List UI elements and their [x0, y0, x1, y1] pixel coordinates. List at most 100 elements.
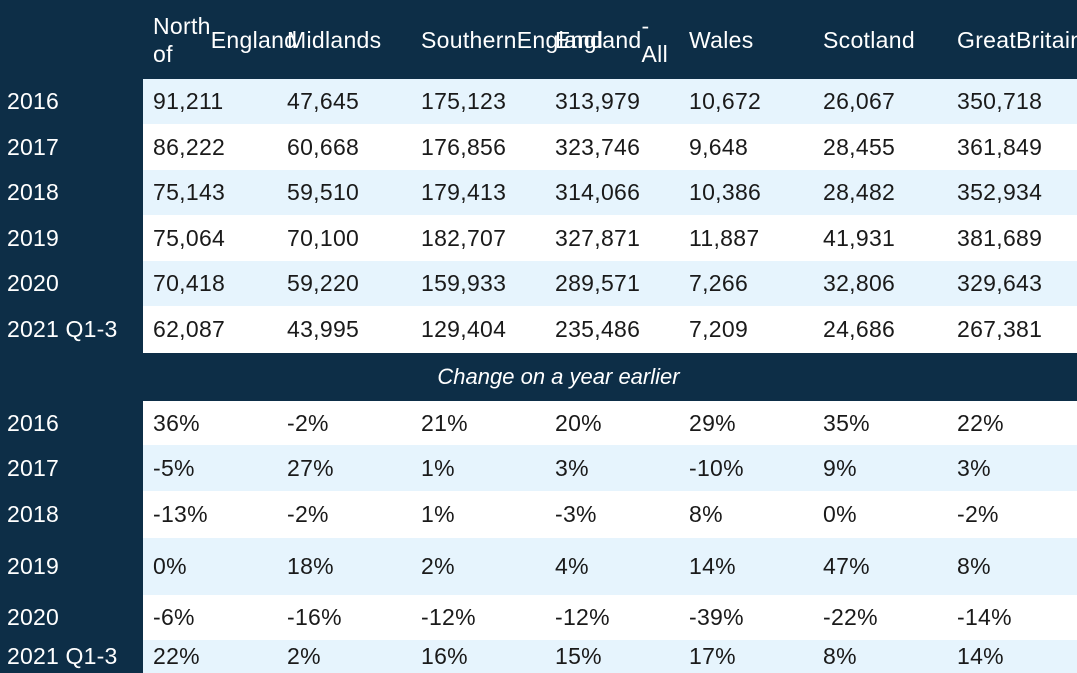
table-cell: 20%: [555, 409, 602, 436]
table-cell: 59,510: [287, 179, 360, 205]
table-cell: 75,143: [153, 179, 226, 205]
table-cell: 235,486: [555, 316, 641, 342]
table-cell: 8%: [689, 501, 723, 527]
table-cell: 27%: [287, 454, 334, 481]
table-cell: 11,887: [689, 224, 760, 251]
table-cell: -12%: [421, 604, 476, 630]
table-cell: 179,413: [421, 179, 507, 205]
table-cell: 41,931: [823, 224, 896, 251]
table-cell: 10,386: [689, 179, 762, 205]
table-cell: 8%: [823, 643, 857, 669]
table-cell: 327,871: [555, 224, 641, 251]
column-header-scotland: Scotland: [823, 26, 915, 53]
table-cell: -2%: [957, 501, 999, 527]
header-corner: [0, 0, 143, 79]
table-cell: 10,672: [689, 88, 762, 114]
column-header-north-of-england: North of England: [153, 12, 298, 67]
table-cell: 175,123: [421, 88, 507, 114]
table-cell: -2%: [287, 501, 329, 527]
table-cell: -10%: [689, 454, 744, 481]
table-cell: 22%: [153, 643, 200, 669]
table-cell: 28,482: [823, 179, 896, 205]
table-cell: 29%: [689, 409, 736, 436]
table-cell: -22%: [823, 604, 878, 630]
table-cell: 86,222: [153, 133, 226, 160]
table-cell: 91,211: [153, 88, 224, 114]
table-cell: 14%: [689, 553, 736, 579]
table-cell: 9%: [823, 454, 857, 481]
table-cell: -13%: [153, 501, 208, 527]
row-label: 2021 Q1-3: [0, 640, 143, 673]
table-cell: 1%: [421, 501, 455, 527]
table-cell: 43,995: [287, 316, 360, 342]
table-row: 2019 75,064 70,100 182,707 327,871 11,88…: [0, 215, 1077, 261]
table-cell: 32,806: [823, 270, 896, 296]
table-cell: 329,643: [957, 270, 1043, 296]
table-cell: -14%: [957, 604, 1012, 630]
table-cell: 3%: [555, 454, 589, 481]
column-header-england-all: England - All: [555, 12, 668, 67]
table-row: 2021 Q1-3 22% 2% 16% 15% 17% 8% 14%: [0, 640, 1077, 673]
table-cell: 9,648: [689, 133, 749, 160]
table-cell: 1%: [421, 454, 455, 481]
table-cell: 323,746: [555, 133, 641, 160]
table-cell: -5%: [153, 454, 195, 481]
table-cell: 18%: [287, 553, 334, 579]
table-cell: 70,100: [287, 224, 360, 251]
table-cell: -16%: [287, 604, 342, 630]
table-cell: 7,209: [689, 316, 749, 342]
table-cell: 75,064: [153, 224, 226, 251]
table-row: 2018 -13% -2% 1% -3% 8% 0% -2%: [0, 491, 1077, 538]
section-divider: Change on a year earlier: [0, 353, 1077, 401]
row-label: 2020: [0, 261, 143, 306]
table-cell: -2%: [287, 409, 329, 436]
table-cell: 15%: [555, 643, 602, 669]
header-row: North of England Midlands Southern England…: [0, 0, 1077, 79]
table-cell: 289,571: [555, 270, 641, 296]
table-cell: 62,087: [153, 316, 226, 342]
table-cell: 0%: [153, 553, 187, 579]
table-row: 2016 36% -2% 21% 20% 29% 35% 22%: [0, 401, 1077, 445]
table-cell: 24,686: [823, 316, 896, 342]
table-cell: -6%: [153, 604, 195, 630]
table-row: 2018 75,143 59,510 179,413 314,066 10,38…: [0, 170, 1077, 215]
table-cell: 16%: [421, 643, 468, 669]
table-cell: 352,934: [957, 179, 1043, 205]
table-row: 2016 91,211 47,645 175,123 313,979 10,67…: [0, 79, 1077, 124]
table-cell: 267,381: [957, 316, 1043, 342]
table-row: 2020 -6% -16% -12% -12% -39% -22% -14%: [0, 595, 1077, 640]
table-cell: -3%: [555, 501, 597, 527]
table-cell: 2%: [421, 553, 455, 579]
table-cell: 182,707: [421, 224, 507, 251]
table-cell: -39%: [689, 604, 744, 630]
section-label: Change on a year earlier: [437, 364, 680, 389]
table-cell: 350,718: [957, 88, 1043, 114]
row-label: 2019: [0, 538, 143, 595]
table-cell: 26,067: [823, 88, 896, 114]
table-cell: 36%: [153, 409, 200, 436]
table-row: 2017 -5% 27% 1% 3% -10% 9% 3%: [0, 445, 1077, 491]
table-cell: 314,066: [555, 179, 641, 205]
row-label: 2018: [0, 491, 143, 538]
row-label: 2016: [0, 401, 143, 445]
table-row: 2017 86,222 60,668 176,856 323,746 9,648…: [0, 124, 1077, 170]
table-cell: 129,404: [421, 316, 507, 342]
table-cell: 28,455: [823, 133, 896, 160]
table-cell: 70,418: [153, 270, 226, 296]
table-cell: 4%: [555, 553, 589, 579]
table-cell: 381,689: [957, 224, 1043, 251]
row-label: 2017: [0, 124, 143, 170]
table-cell: 2%: [287, 643, 321, 669]
table-row: 2019 0% 18% 2% 4% 14% 47% 8%: [0, 538, 1077, 595]
table-cell: 35%: [823, 409, 870, 436]
table-cell: 47%: [823, 553, 870, 579]
table-cell: 7,266: [689, 270, 749, 296]
row-label: 2018: [0, 170, 143, 215]
table-cell: 0%: [823, 501, 857, 527]
table-cell: 159,933: [421, 270, 507, 296]
table-cell: 21%: [421, 409, 468, 436]
row-label: 2017: [0, 445, 143, 491]
table-cell: 17%: [689, 643, 736, 669]
table-cell: 22%: [957, 409, 1004, 436]
column-header-great-britain: Great Britain: [957, 26, 1077, 53]
